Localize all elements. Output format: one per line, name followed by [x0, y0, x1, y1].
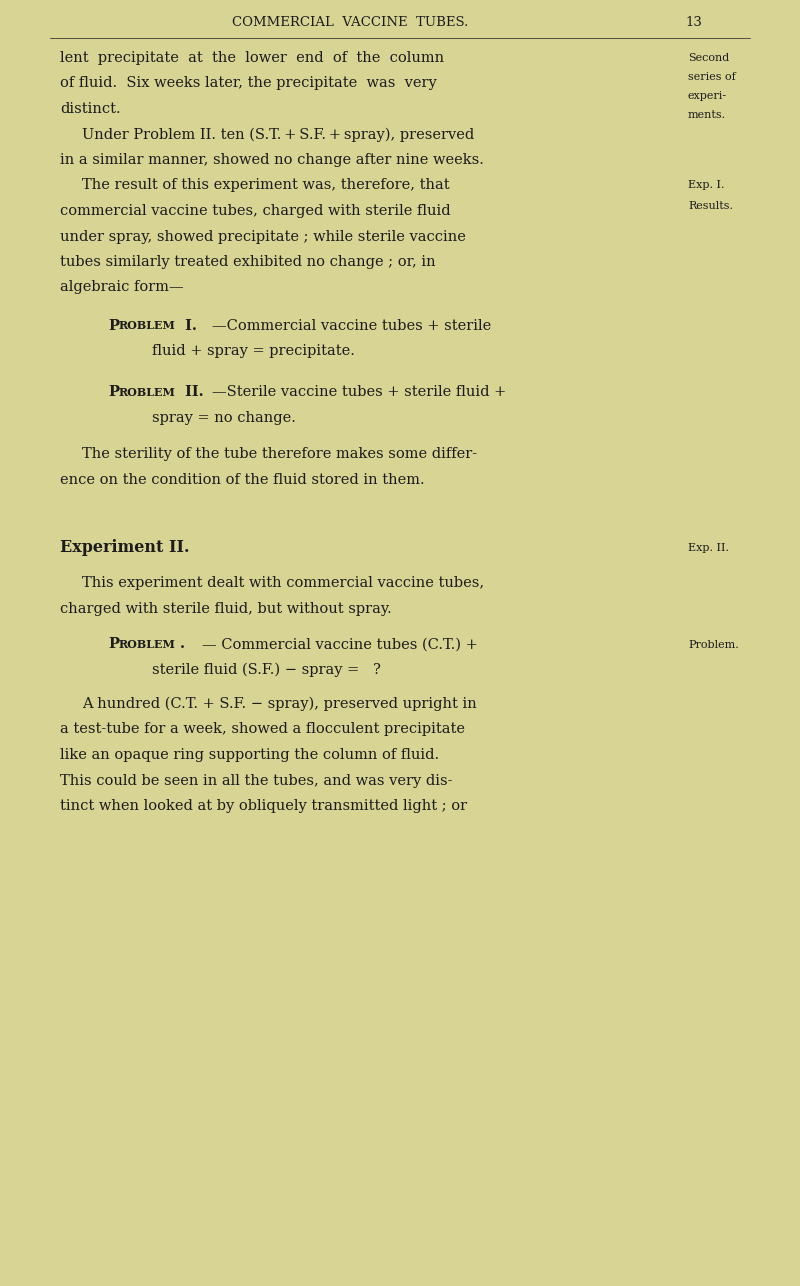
Text: a test-tube for a week, showed a flocculent precipitate: a test-tube for a week, showed a floccul… [60, 723, 465, 737]
Text: commercial vaccine tubes, charged with sterile fluid: commercial vaccine tubes, charged with s… [60, 204, 450, 219]
Text: like an opaque ring supporting the column of fluid.: like an opaque ring supporting the colum… [60, 748, 439, 763]
Text: P: P [108, 319, 119, 333]
Text: tubes similarly treated exhibited no change ; or, in: tubes similarly treated exhibited no cha… [60, 255, 436, 269]
Text: The result of this experiment was, therefore, that: The result of this experiment was, there… [82, 179, 450, 193]
Text: P: P [108, 638, 119, 652]
Text: COMMERCIAL  VACCINE  TUBES.: COMMERCIAL VACCINE TUBES. [232, 17, 468, 30]
Text: ROBLEM: ROBLEM [118, 387, 175, 397]
Text: P: P [108, 386, 119, 400]
Text: 13: 13 [685, 17, 702, 30]
Text: fluid + spray = precipitate.: fluid + spray = precipitate. [152, 343, 355, 358]
Text: A hundred (C.T. + S.F. − spray), preserved upright in: A hundred (C.T. + S.F. − spray), preserv… [82, 697, 477, 711]
Text: Experiment II.: Experiment II. [60, 540, 190, 557]
Text: spray = no change.: spray = no change. [152, 412, 296, 424]
Text: Exp. I.: Exp. I. [688, 180, 725, 190]
Text: .: . [180, 638, 185, 652]
Text: Results.: Results. [688, 201, 733, 211]
Text: distinct.: distinct. [60, 102, 121, 116]
Text: algebraic form—: algebraic form— [60, 280, 184, 294]
Text: Second: Second [688, 53, 730, 63]
Text: sterile fluid (S.F.) − spray =   ?: sterile fluid (S.F.) − spray = ? [152, 662, 381, 678]
Text: I.: I. [180, 319, 197, 333]
Text: ROBLEM: ROBLEM [118, 320, 175, 331]
Text: lent  precipitate  at  the  lower  end  of  the  column: lent precipitate at the lower end of the… [60, 51, 444, 66]
Text: series of: series of [688, 72, 736, 82]
Text: —Commercial vaccine tubes + sterile: —Commercial vaccine tubes + sterile [212, 319, 491, 333]
Text: ROBLEM: ROBLEM [118, 639, 175, 649]
Text: — Commercial vaccine tubes (C.T.) +: — Commercial vaccine tubes (C.T.) + [202, 638, 478, 652]
Text: of fluid.  Six weeks later, the precipitate  was  very: of fluid. Six weeks later, the precipita… [60, 76, 437, 90]
Text: in a similar manner, showed no change after nine weeks.: in a similar manner, showed no change af… [60, 153, 484, 167]
Text: Under Problem II. ten (S.T. + S.F. + spray), preserved: Under Problem II. ten (S.T. + S.F. + spr… [82, 127, 474, 141]
Text: tinct when looked at by obliquely transmitted light ; or: tinct when looked at by obliquely transm… [60, 799, 467, 813]
Text: —Sterile vaccine tubes + sterile fluid +: —Sterile vaccine tubes + sterile fluid + [212, 386, 506, 400]
Text: II.: II. [180, 386, 204, 400]
Text: This experiment dealt with commercial vaccine tubes,: This experiment dealt with commercial va… [82, 576, 484, 590]
Text: charged with sterile fluid, but without spray.: charged with sterile fluid, but without … [60, 602, 392, 616]
Text: Problem.: Problem. [688, 639, 738, 649]
Text: This could be seen in all the tubes, and was very dis-: This could be seen in all the tubes, and… [60, 773, 453, 787]
Text: under spray, showed precipitate ; while sterile vaccine: under spray, showed precipitate ; while … [60, 229, 466, 243]
Text: The sterility of the tube therefore makes some differ-: The sterility of the tube therefore make… [82, 448, 477, 460]
Text: experi-: experi- [688, 91, 727, 102]
Text: ments.: ments. [688, 111, 726, 120]
Text: Exp. II.: Exp. II. [688, 543, 729, 553]
Text: ence on the condition of the fluid stored in them.: ence on the condition of the fluid store… [60, 472, 425, 486]
